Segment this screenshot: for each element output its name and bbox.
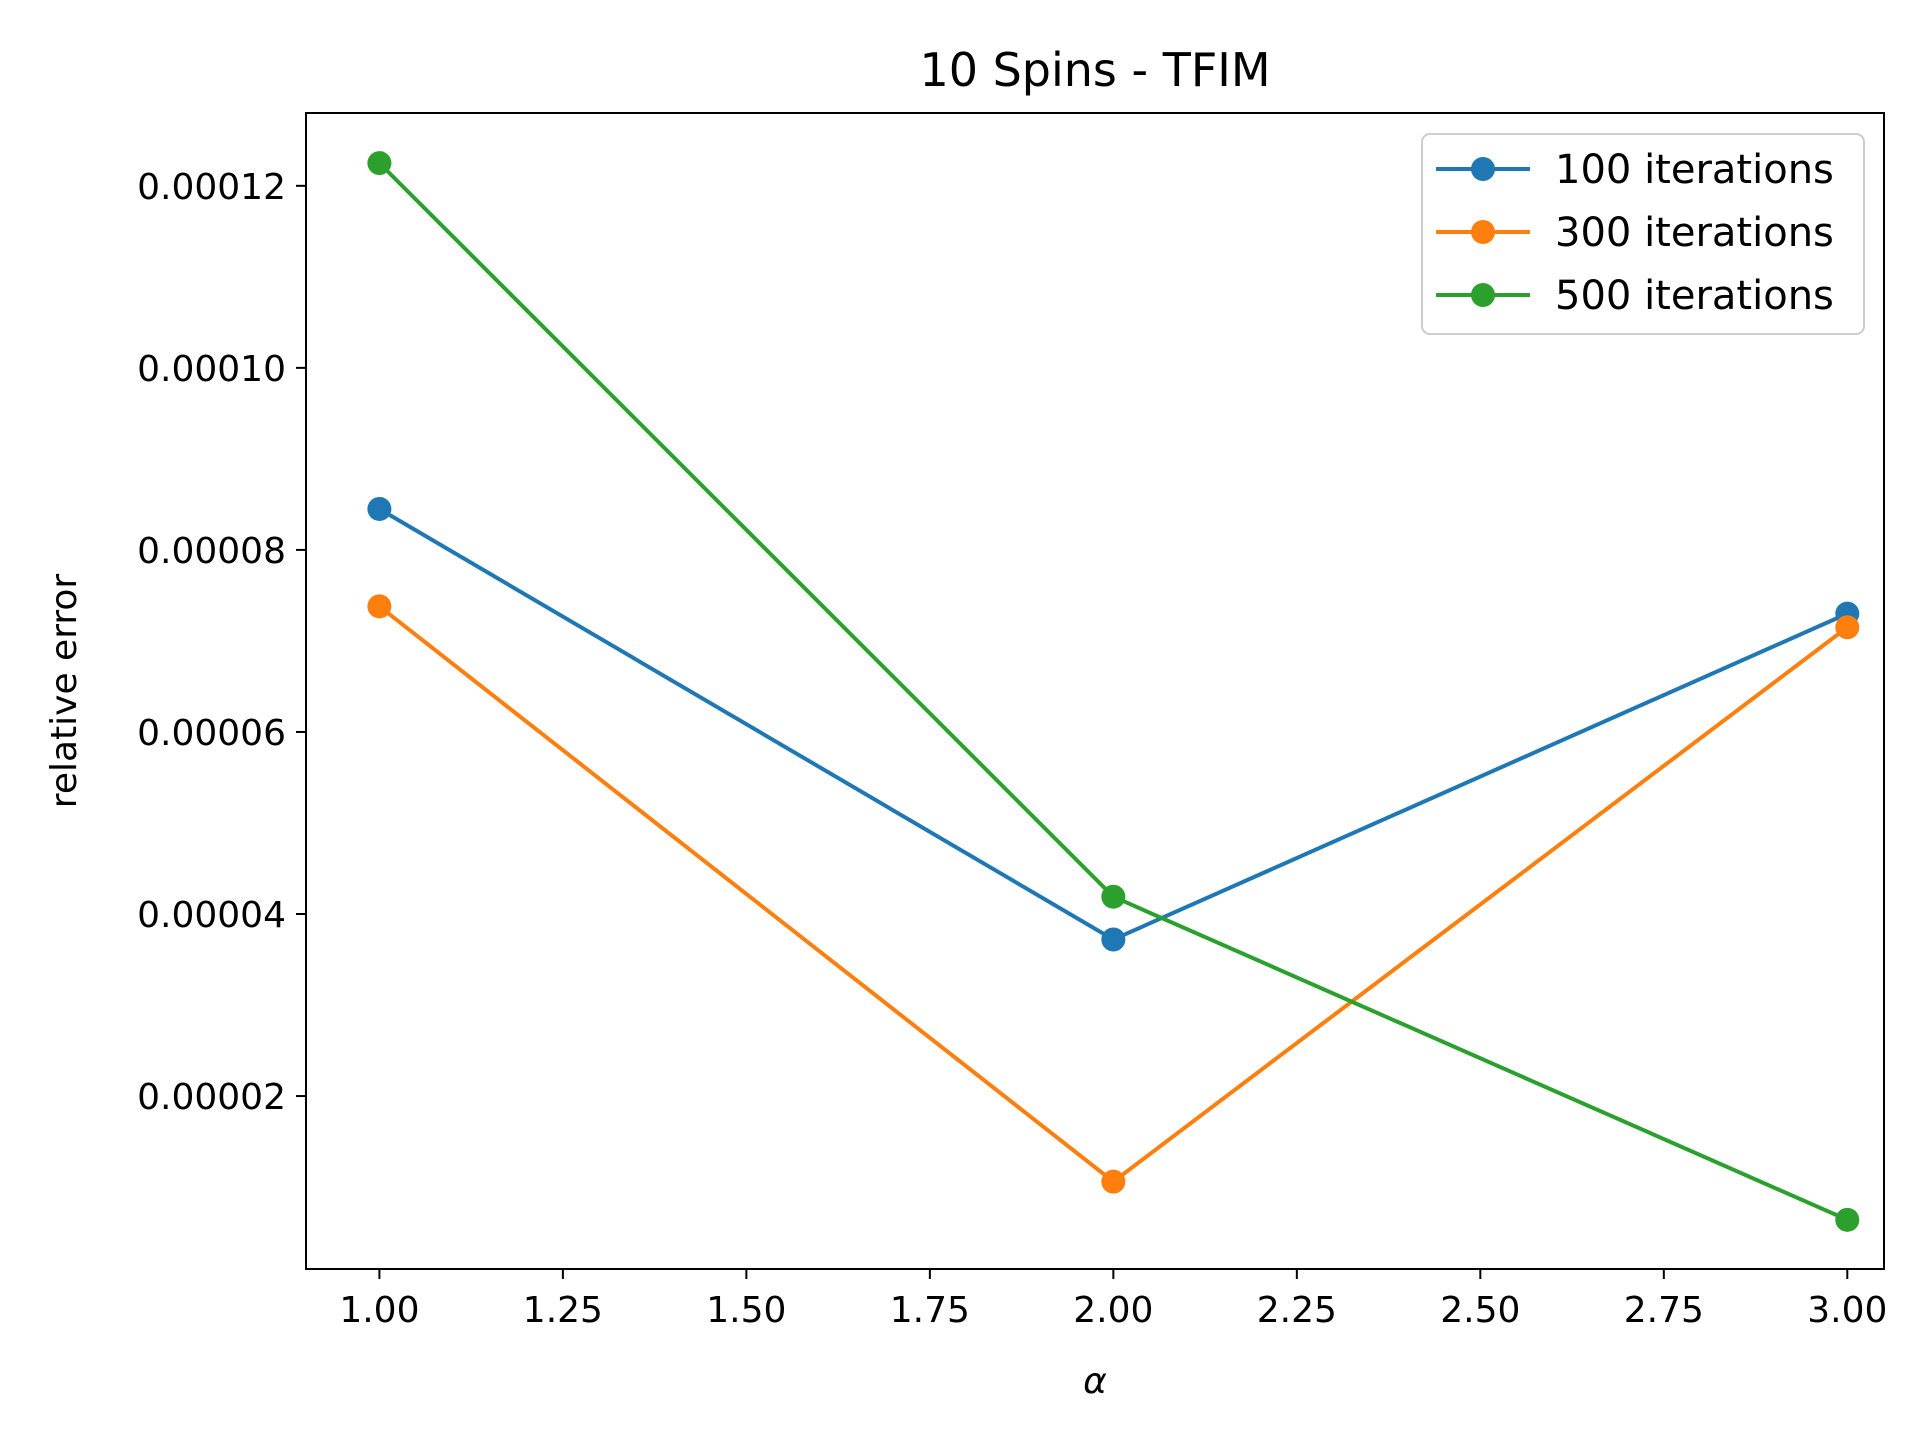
series-point-0-1 (1101, 927, 1126, 952)
x-tick-label: 2.25 (1257, 1290, 1337, 1331)
x-tick-label: 2.00 (1073, 1290, 1153, 1331)
legend-label-100: 100 iterations (1555, 147, 1834, 193)
y-tick-label: 0.00012 (137, 167, 286, 208)
legend-label-300: 300 iterations (1555, 210, 1834, 256)
y-tick-label: 0.00008 (137, 531, 286, 572)
legend-marker-100 (1471, 157, 1495, 181)
series-point-1-1 (1101, 1169, 1126, 1194)
x-tick-label: 1.25 (523, 1290, 603, 1331)
x-tick-label: 3.00 (1807, 1290, 1887, 1331)
series-point-1-2 (1835, 615, 1860, 640)
series-point-0-0 (367, 496, 392, 521)
x-tick-label: 1.00 (339, 1290, 419, 1331)
y-tick-label: 0.00002 (137, 1077, 286, 1118)
y-axis-label: relative error (44, 574, 85, 809)
x-axis-label: α (1083, 1361, 1107, 1402)
y-axis-ticks: 0.00002 0.00004 0.00006 0.00008 0.00010 0.000… (137, 167, 306, 1118)
legend-marker-300 (1471, 220, 1495, 244)
y-tick-label: 0.00006 (137, 713, 286, 754)
series-layer (367, 151, 1860, 1232)
x-axis-ticks: 1.00 1.25 1.50 1.75 2.00 2.25 2.50 2.75 3.00 (339, 1269, 1887, 1331)
series-point-2-2 (1835, 1207, 1860, 1232)
legend-marker-500 (1471, 283, 1495, 307)
plot-frame (305, 112, 1885, 1270)
series-point-2-1 (1101, 884, 1126, 909)
y-tick-label: 0.00004 (137, 895, 286, 936)
legend-label-500: 500 iterations (1555, 273, 1834, 319)
legend: 100 iterations 300 iterations 500 iterat… (1421, 133, 1865, 335)
y-tick-label: 0.00010 (137, 349, 286, 390)
x-tick-label: 1.75 (890, 1290, 970, 1331)
series-point-1-0 (367, 594, 392, 619)
x-tick-label: 2.50 (1440, 1290, 1520, 1331)
legend-box (1421, 133, 1865, 335)
x-tick-label: 2.75 (1624, 1290, 1704, 1331)
series-point-2-0 (367, 151, 392, 176)
x-tick-label: 1.50 (706, 1290, 786, 1331)
chart-title: 10 Spins - TFIM (919, 43, 1270, 97)
